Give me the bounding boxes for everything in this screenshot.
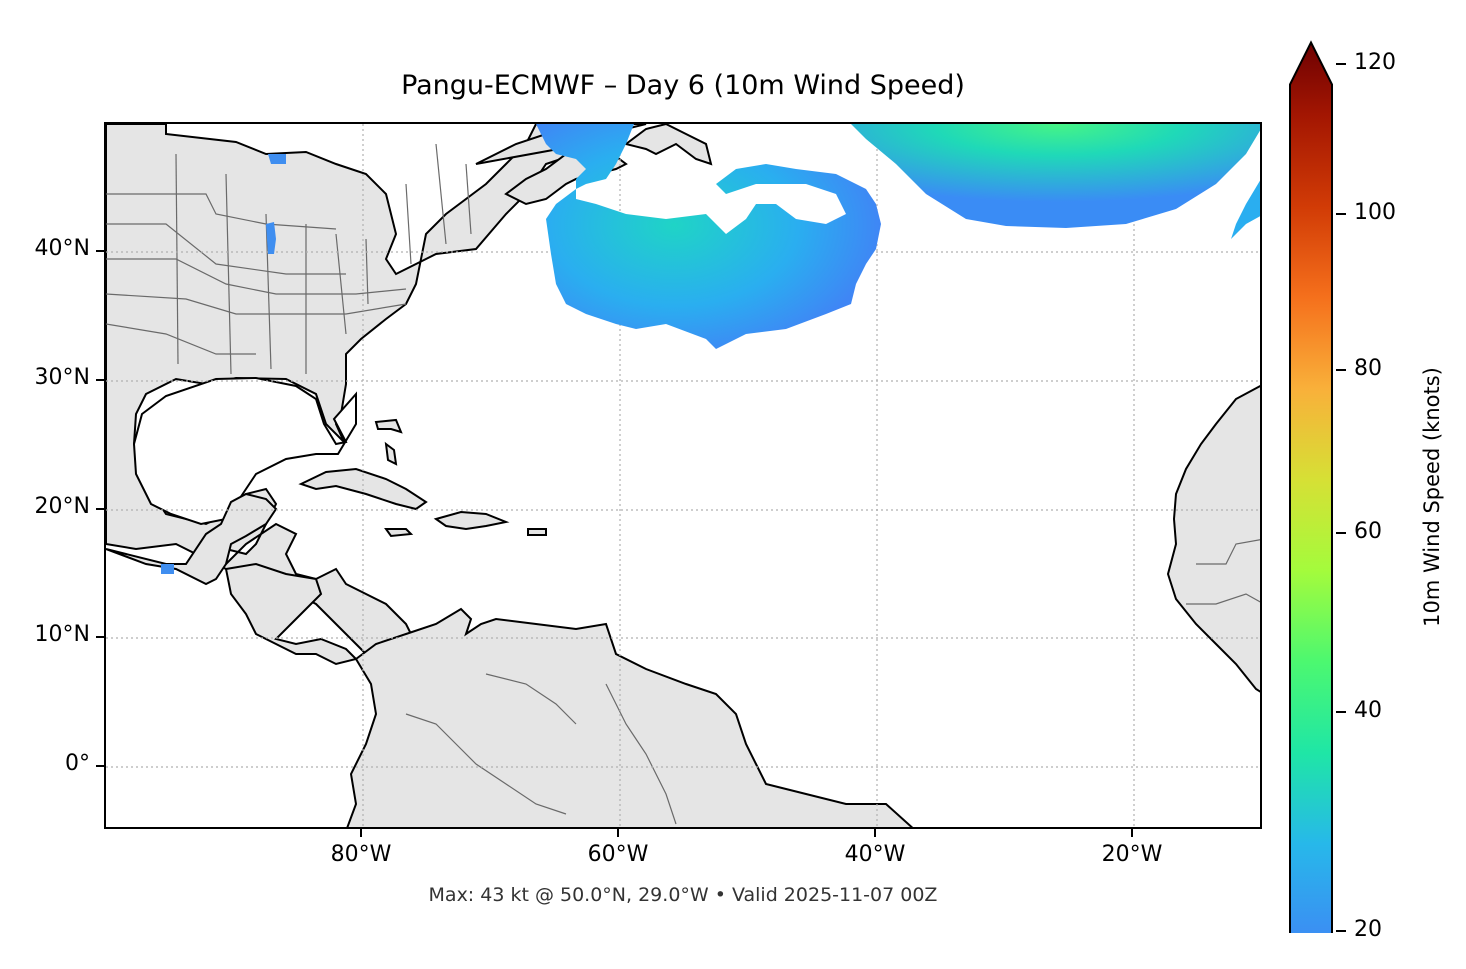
colorbar-tick-mark: [1336, 63, 1346, 65]
land-puerto-rico: [527, 528, 547, 536]
y-tick-label: 40°N: [34, 236, 90, 261]
y-tick-mark: [96, 765, 104, 767]
colorbar-tick-label: 20: [1354, 917, 1382, 942]
max-wind-caption: Max: 43 kt @ 50.0°N, 29.0°W • Valid 2025…: [428, 884, 938, 906]
wind-field-north-atlantic: [851, 124, 1260, 228]
y-tick-label: 20°N: [34, 494, 90, 519]
wind-field-east-pacific: [161, 564, 174, 574]
wind-field-great-lakes: [266, 154, 286, 254]
map-canvas: [106, 124, 1260, 827]
colorbar-tick-mark: [1336, 369, 1346, 371]
colorbar-tick-label: 100: [1354, 200, 1396, 225]
y-tick-label: 10°N: [34, 622, 90, 647]
colorbar: [1289, 40, 1333, 933]
x-tick-mark: [360, 829, 362, 837]
colorbar-tick-label: 80: [1354, 356, 1382, 381]
land-newfoundland: [623, 124, 713, 166]
colorbar-tick-label: 120: [1354, 50, 1396, 75]
colorbar-tick-mark: [1336, 213, 1346, 215]
y-tick-mark: [96, 379, 104, 381]
x-tick-label: 40°W: [844, 842, 906, 867]
x-tick-mark: [617, 829, 619, 837]
chart-title: Pangu-ECMWF – Day 6 (10m Wind Speed): [401, 70, 965, 101]
x-tick-label: 20°W: [1101, 842, 1163, 867]
land-africa: [1166, 385, 1260, 693]
colorbar-tick-mark: [1336, 930, 1346, 932]
x-tick-mark: [1131, 829, 1133, 837]
colorbar-tick-label: 60: [1354, 519, 1382, 544]
land-central-america: [106, 492, 358, 666]
state-borders: [106, 143, 472, 375]
gulf-of-mexico: [132, 376, 357, 526]
gridlines: [106, 124, 1260, 827]
country-borders: [405, 539, 1260, 825]
x-tick-label: 80°W: [330, 842, 392, 867]
x-tick-mark: [874, 829, 876, 837]
land-jamaica: [384, 528, 414, 538]
map-panel: [104, 122, 1262, 829]
y-tick-mark: [96, 508, 104, 510]
y-tick-label: 0°: [65, 751, 90, 776]
land-south-america: [346, 607, 914, 827]
wind-field-east-edge: [1231, 180, 1260, 239]
colorbar-tick-mark: [1336, 532, 1346, 534]
land-hispaniola: [433, 510, 510, 531]
x-tick-label: 60°W: [587, 842, 649, 867]
colorbar-tick-label: 40: [1354, 698, 1382, 723]
y-tick-mark: [96, 250, 104, 252]
colorbar-label: 10m Wind Speed (knots): [1420, 367, 1444, 627]
y-tick-label: 30°N: [34, 365, 90, 390]
land-bahamas: [374, 418, 403, 466]
y-tick-mark: [96, 636, 104, 638]
colorbar-tick-mark: [1336, 711, 1346, 713]
wind-field-nw-atlantic: [536, 124, 881, 349]
